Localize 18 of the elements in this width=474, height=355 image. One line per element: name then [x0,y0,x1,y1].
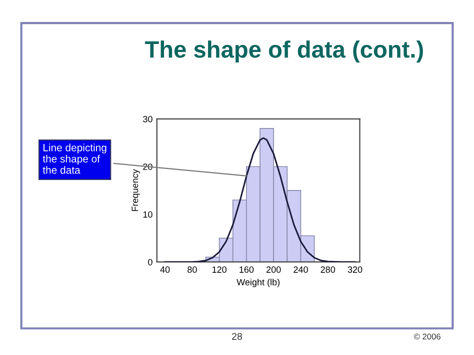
text: 28 [232,332,242,340]
y-tick-label: 0 [148,258,152,266]
x-tick-label: 160 [240,266,254,273]
y-tick-label: 10 [143,211,152,218]
x-axis-title: Weight (lb) [236,278,280,288]
y-axis-title: Frequency [132,169,140,212]
text: © 2006 [414,334,440,340]
x-tick-label: 240 [294,266,308,273]
y-tick-label: 30 [143,116,152,122]
x-tick-label: 40 [160,266,170,273]
x-tick-label: 80 [188,266,197,273]
x-tick-label: 320 [348,266,362,273]
x-tick-label: 120 [212,266,226,273]
annotation: Line depicting the shape of the data [42,144,106,174]
chart-title: The shape of data (cont.) [144,40,423,62]
x-tick-label: 280 [320,266,336,273]
line-series [164,137,356,262]
x-tick-label: 200 [266,266,281,273]
